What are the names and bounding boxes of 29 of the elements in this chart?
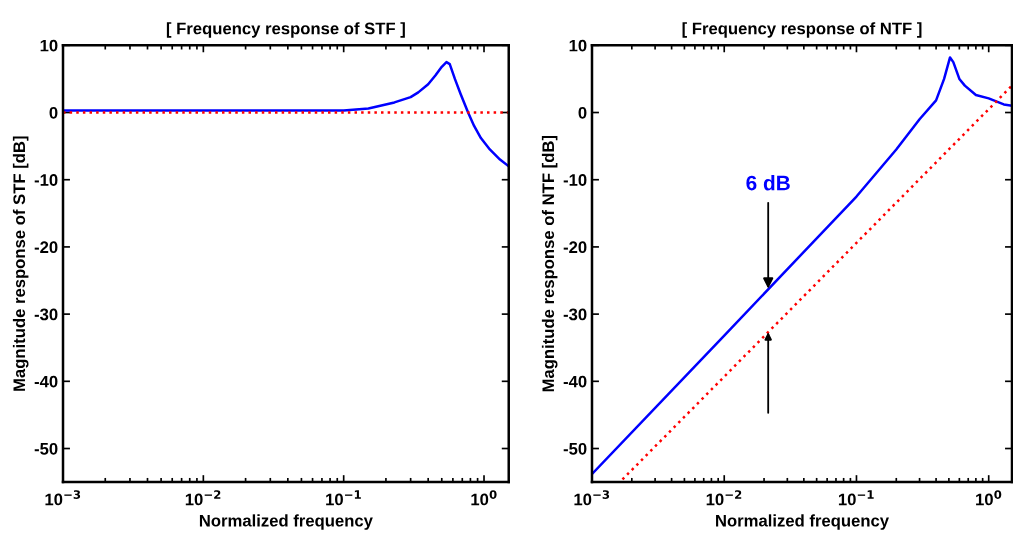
y-tick-label: -30 xyxy=(563,308,587,321)
x-tick-label: 10$^{−1}$ xyxy=(838,490,874,506)
x-tick-label: 10$^{−3}$ xyxy=(45,490,81,506)
y-axis-title: Magnitude response of NTF [dB] xyxy=(541,135,558,392)
y-tick-label: 10 xyxy=(569,39,587,52)
y-axis-title: Magnitude response of STF [dB] xyxy=(12,136,29,391)
annotation: 6 dB xyxy=(746,175,790,191)
y-tick-label: -40 xyxy=(563,375,587,388)
y-tick-label: -50 xyxy=(563,442,587,455)
y-tick-label: -30 xyxy=(34,308,58,321)
y-tick-label: -20 xyxy=(34,241,58,254)
y-tick-label: -10 xyxy=(563,174,587,186)
x-tick-label: 10$^{−2}$ xyxy=(185,490,221,506)
x-tick-label: 10$^{−1}$ xyxy=(326,490,361,506)
x-tick-label: 10$^{−3}$ xyxy=(574,490,610,506)
y-tick-label: 0 xyxy=(578,106,587,119)
y-tick-label: 10 xyxy=(40,39,58,52)
x-axis-title: Normalized frequency xyxy=(716,514,889,530)
y-tick-label: -20 xyxy=(563,241,587,254)
y-tick-label: -10 xyxy=(34,174,58,186)
y-tick-label: -40 xyxy=(34,375,58,388)
x-tick-label: 10$^{0}$ xyxy=(471,490,497,506)
y-tick-label: -50 xyxy=(34,442,58,455)
x-tick-label: 10$^{0}$ xyxy=(976,490,1002,506)
chart-title: [ Frequency response of STF ] xyxy=(166,22,405,38)
y-tick-label: 0 xyxy=(49,106,58,119)
x-tick-label: 10$^{−2}$ xyxy=(706,490,742,506)
x-axis-title: Normalized frequency xyxy=(199,514,373,530)
chart-title: [ Frequency response of NTF ] xyxy=(682,22,922,38)
